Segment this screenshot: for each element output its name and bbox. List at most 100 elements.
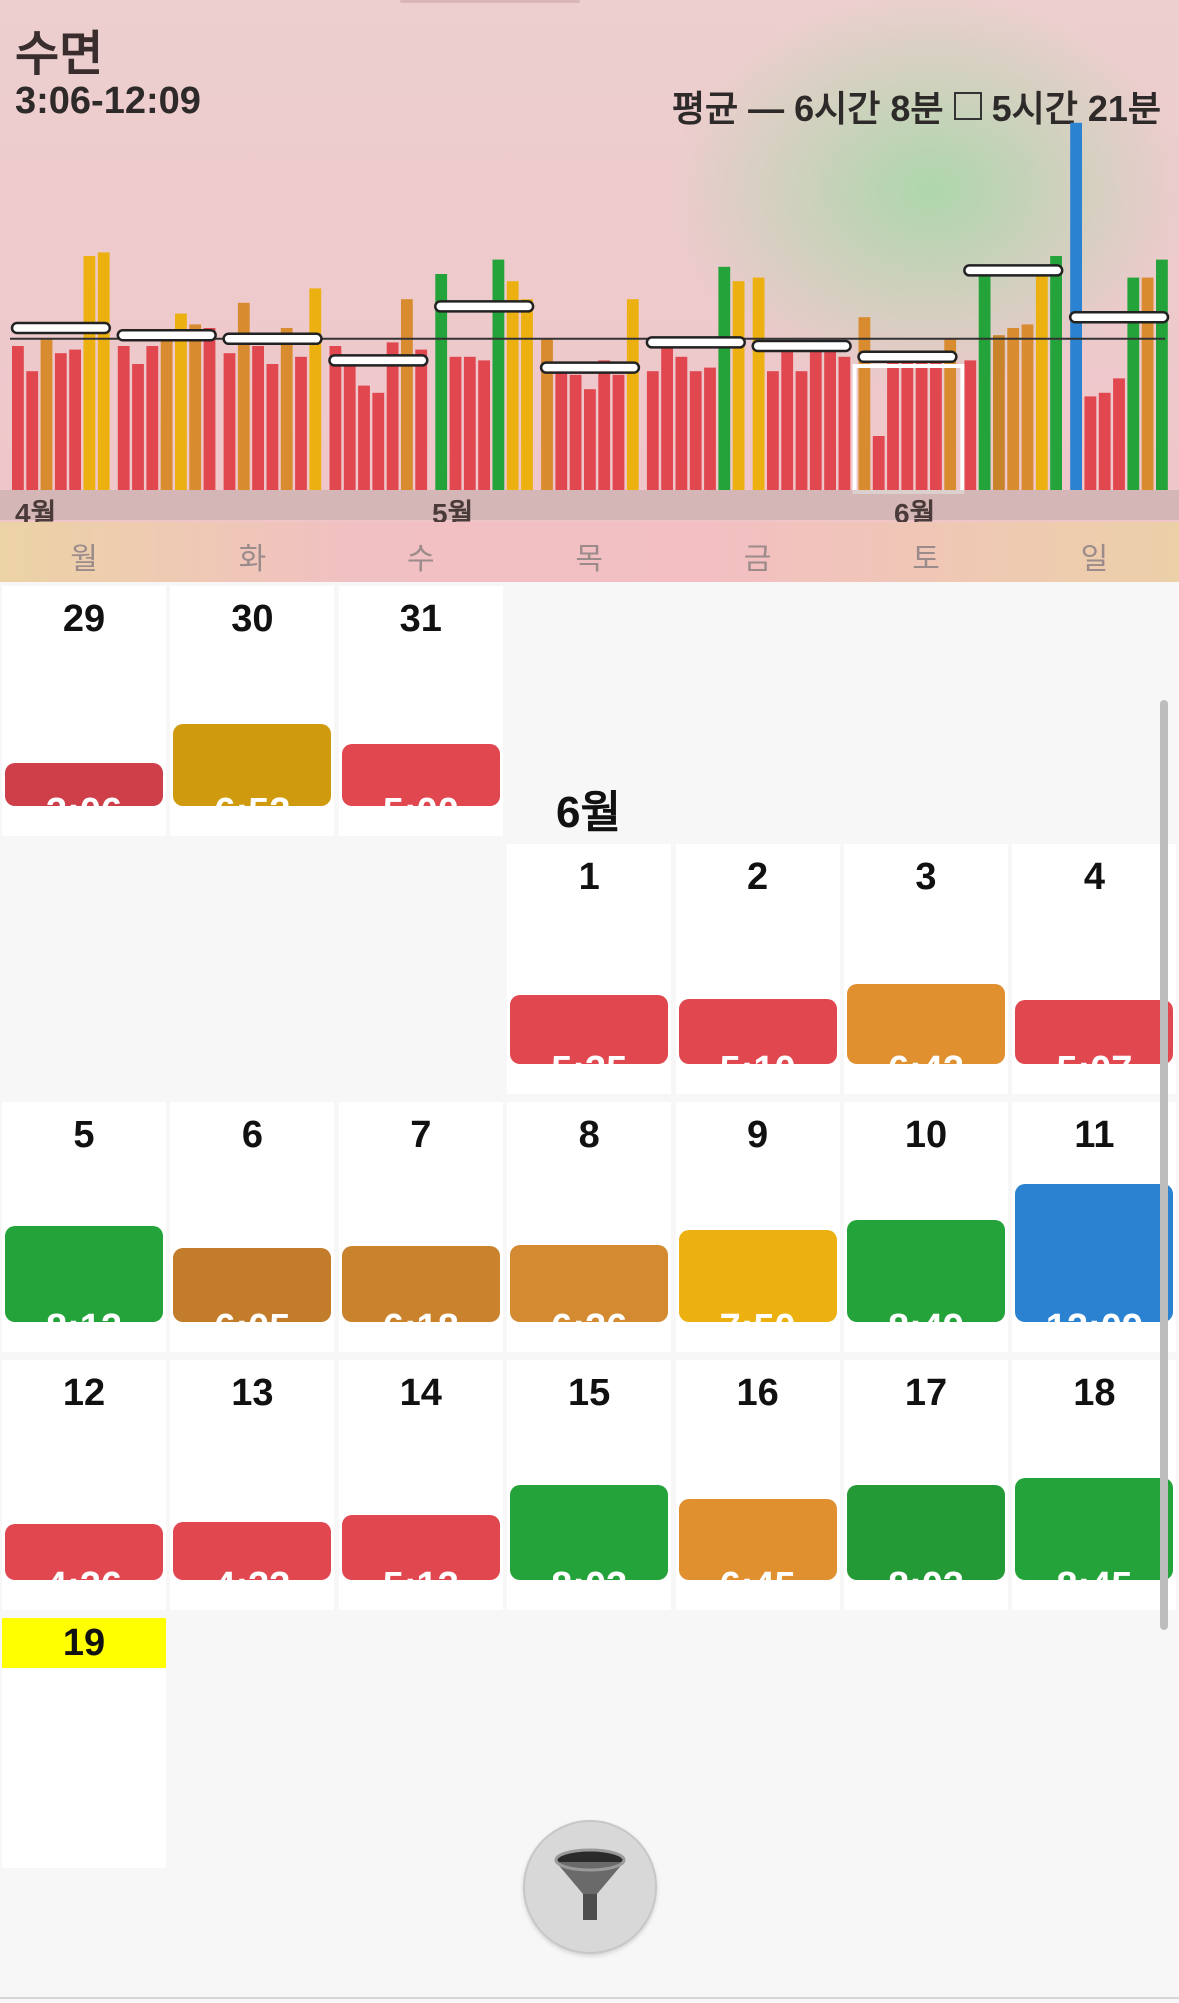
scrollbar[interactable] <box>1160 700 1168 1630</box>
chart-bar <box>675 356 688 490</box>
bottom-divider <box>0 1997 1179 1999</box>
chart-bar <box>132 364 144 490</box>
chart-bar <box>1098 392 1111 490</box>
chart-bar <box>824 349 836 490</box>
day-number: 30 <box>231 598 274 640</box>
calendar-day[interactable]: 11 12:09 <box>1012 1102 1177 1352</box>
chart-bar <box>872 436 885 490</box>
sleep-duration-bar <box>1015 1000 1174 1064</box>
day-number: 19 <box>2 1618 166 1668</box>
weekly-average-marker <box>751 339 852 353</box>
calendar-day[interactable]: 13 4:33 <box>170 1360 335 1610</box>
chart-bar <box>1070 122 1082 491</box>
calendar-day[interactable]: 30 6:52 <box>170 586 335 836</box>
calendar-day[interactable]: 4 5:07 <box>1012 844 1177 1094</box>
chart-bar <box>40 338 53 490</box>
chart-bar <box>266 364 279 490</box>
calendar-day[interactable]: 6 6:05 <box>170 1102 335 1352</box>
chart-bar <box>1035 266 1048 490</box>
sleep-duration-value: 8:12 <box>45 1307 123 1349</box>
calendar-day[interactable]: 5 8:12 <box>2 1102 166 1352</box>
chart-bar <box>809 342 822 490</box>
weekday-label: 월 <box>70 543 98 576</box>
day-number: 15 <box>568 1372 611 1414</box>
weekly-average-marker <box>857 350 958 364</box>
sleep-duration-bar <box>5 1523 163 1580</box>
chart-bar <box>858 317 871 490</box>
sheet-grabber[interactable] <box>400 0 580 3</box>
chart-bar <box>964 360 977 490</box>
sleep-duration-bar <box>173 723 332 806</box>
average-label: 평균 — 6시간 8분 <box>671 88 944 129</box>
weekly-average-marker <box>328 354 429 367</box>
calendar-day[interactable]: 12 4:26 <box>2 1360 166 1610</box>
chart-bar <box>915 353 928 490</box>
weekday-label: 목 <box>575 543 603 576</box>
day-number: 5 <box>73 1114 95 1156</box>
sleep-duration-value: 6:26 <box>551 1307 628 1349</box>
sleep-duration-bar <box>678 1230 837 1322</box>
calendar-day[interactable]: 1 5:35 <box>507 844 672 1094</box>
chart-bar <box>26 371 39 490</box>
sleep-duration-bar <box>847 1219 1005 1322</box>
chart-bar <box>626 299 639 490</box>
calendar-day[interactable]: 17 8:03 <box>844 1360 1008 1610</box>
chart-bar <box>160 335 173 490</box>
sleep-duration-value: 3:06 <box>45 791 123 833</box>
filter-button[interactable] <box>523 1820 657 1954</box>
calendar-day[interactable]: 29 3:06 <box>2 586 166 836</box>
sleep-duration-bar <box>510 1484 669 1580</box>
calendar-day[interactable]: 9 7:50 <box>675 1102 840 1352</box>
weekday-label: 화 <box>238 543 267 576</box>
sleep-duration-bar <box>678 999 837 1064</box>
sleep-duration-value: 8:49 <box>887 1307 965 1349</box>
chart-bar <box>343 364 356 490</box>
sleep-duration-value: 5:13 <box>382 1565 459 1607</box>
day-number: 1 <box>578 856 600 898</box>
day-number: 8 <box>578 1114 600 1156</box>
calendar-day[interactable]: 10 8:49 <box>844 1102 1008 1352</box>
chart-bar <box>993 335 1005 490</box>
chart-bar <box>1113 378 1125 490</box>
calendar-day[interactable]: 19 <box>2 1618 166 1868</box>
chart-bar <box>704 367 716 490</box>
chart-bar <box>12 346 24 490</box>
calendar-day[interactable]: 3 6:42 <box>844 844 1008 1094</box>
calendar-day[interactable]: 15 8:03 <box>507 1360 672 1610</box>
sleep-duration-bar <box>847 983 1005 1064</box>
chart-bar <box>415 349 428 490</box>
sleep-duration-value: 4:33 <box>214 1565 291 1607</box>
sleep-duration-bar <box>173 1247 332 1322</box>
sleep-duration-bar <box>1015 1183 1174 1322</box>
sleep-duration-value: 5:07 <box>1056 1049 1133 1091</box>
chart-bar <box>689 371 702 490</box>
calendar-day[interactable]: 2 5:10 <box>675 844 840 1094</box>
calendar-day[interactable]: 16 6:45 <box>675 1360 840 1610</box>
sleep-duration-bar <box>678 1498 837 1580</box>
sleep-duration-value: 5:10 <box>719 1049 796 1091</box>
weekday-label: 토 <box>912 543 940 576</box>
chart-bar <box>887 360 899 490</box>
chart-bar <box>1127 277 1140 490</box>
chart-bar <box>223 353 236 490</box>
chart-bar <box>838 356 851 490</box>
weekly-average-marker <box>645 336 746 349</box>
sleep-duration-bar <box>510 995 669 1064</box>
calendar-day[interactable]: 7 6:18 <box>338 1102 503 1352</box>
chart-bar <box>1141 277 1154 490</box>
sleep-duration-bar <box>1015 1477 1174 1580</box>
day-number: 6 <box>241 1114 263 1156</box>
weekly-average-marker <box>10 321 112 335</box>
sleep-chart[interactable] <box>0 120 1179 520</box>
chart-bar <box>661 346 673 490</box>
weekday-label: 수 <box>406 543 435 576</box>
chart-bar <box>1050 256 1062 490</box>
calendar-day[interactable]: 18 8:45 <box>1012 1360 1177 1610</box>
sleep-duration-value: 6:42 <box>887 1049 965 1091</box>
chart-bar <box>781 349 794 490</box>
chart-bar <box>146 346 159 490</box>
calendar-day[interactable]: 31 5:00 <box>338 586 503 836</box>
calendar-day[interactable]: 8 6:26 <box>507 1102 672 1352</box>
chart-bar <box>521 299 533 490</box>
calendar-day[interactable]: 14 5:13 <box>338 1360 503 1610</box>
